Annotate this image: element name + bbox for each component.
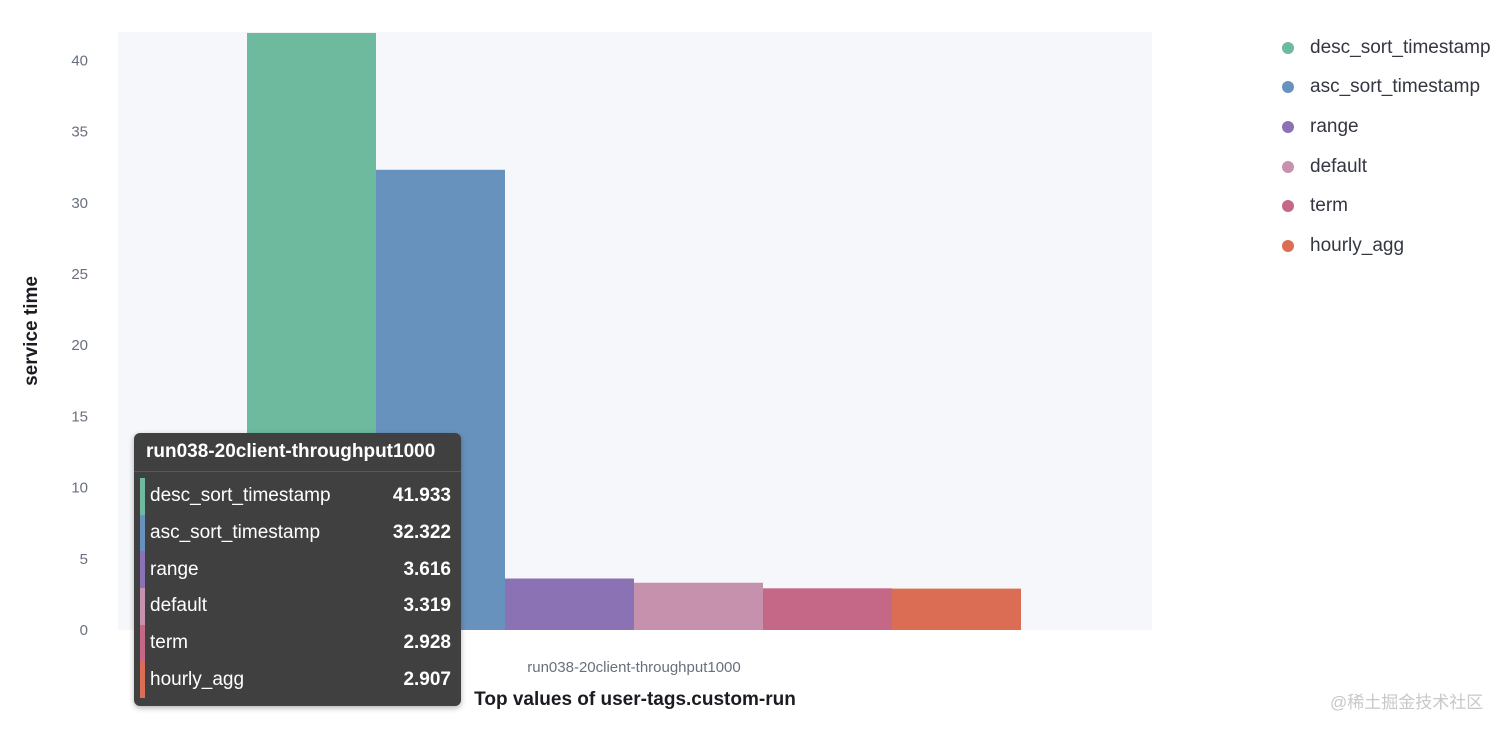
y-tick-label: 0 [80, 622, 88, 639]
tooltip: run038-20client-throughput1000 desc_sort… [134, 433, 461, 706]
tooltip-series-name: asc_sort_timestamp [150, 522, 321, 544]
tooltip-series-name: hourly_agg [150, 668, 245, 690]
tooltip-series-name: default [150, 595, 208, 617]
tooltip-row: asc_sort_timestamp 32.322 [134, 514, 461, 552]
y-tick-label: 10 [71, 480, 88, 497]
legend-item-range[interactable]: range [1278, 107, 1491, 147]
tooltip-series-value: 32.322 [392, 522, 451, 544]
tooltip-series-name: desc_sort_timestamp [150, 485, 331, 507]
tooltip-row: default 3.319 [134, 588, 461, 625]
bar-range[interactable] [505, 578, 634, 630]
legend-dot-icon [1282, 239, 1294, 252]
tooltip-swatch [140, 514, 145, 552]
legend-dot-icon [1282, 41, 1294, 54]
tooltip-swatch [140, 478, 145, 515]
tooltip-series-value: 2.928 [403, 632, 451, 654]
y-tick-label: 40 [71, 52, 88, 69]
y-tick-label: 25 [71, 266, 88, 283]
tooltip-swatch [140, 588, 145, 625]
y-tick-label: 15 [71, 408, 88, 425]
legend-item-term[interactable]: term [1278, 186, 1491, 226]
legend-item-default[interactable]: default [1278, 147, 1491, 187]
tooltip-title: run038-20client-throughput1000 [134, 433, 461, 472]
y-tick-label: 5 [80, 551, 88, 568]
legend-label: default [1310, 155, 1368, 177]
bar-term[interactable] [763, 588, 892, 630]
legend-dot-icon [1282, 120, 1294, 133]
legend-label: hourly_agg [1310, 234, 1405, 256]
tooltip-rows: desc_sort_timestamp 41.933 asc_sort_timest… [134, 472, 461, 699]
y-axis-title: service time [21, 276, 42, 386]
y-tick-label: 35 [71, 124, 88, 141]
y-tick-label: 20 [71, 337, 88, 354]
tooltip-series-value: 2.907 [403, 668, 451, 690]
legend-item-hourly_agg[interactable]: hourly_agg [1278, 226, 1491, 266]
bar-hourly_agg[interactable] [892, 588, 1021, 630]
tooltip-swatch [140, 624, 145, 662]
tooltip-row: hourly_agg 2.907 [134, 661, 461, 699]
legend-dot-icon [1282, 160, 1294, 173]
legend-label: desc_sort_timestamp [1310, 36, 1491, 58]
tooltip-series-value: 3.319 [403, 595, 451, 617]
tooltip-series-name: term [150, 632, 188, 654]
legend-dot-icon [1282, 200, 1294, 213]
y-axis-ticks: 0 5 10 15 20 25 30 35 40 [71, 52, 88, 639]
tooltip-row: desc_sort_timestamp 41.933 [134, 478, 461, 515]
legend-item-desc_sort_timestamp[interactable]: desc_sort_timestamp [1278, 28, 1491, 68]
tooltip-series-name: range [150, 558, 199, 580]
tooltip-series-value: 41.933 [392, 485, 451, 507]
tooltip-swatch [140, 661, 145, 699]
legend-item-asc_sort_timestamp[interactable]: asc_sort_timestamp [1278, 68, 1491, 108]
tooltip-series-value: 3.616 [403, 558, 451, 580]
tooltip-row: range 3.616 [134, 551, 461, 589]
watermark: @稀土掘金技术社区 [1330, 693, 1484, 712]
bar-default[interactable] [634, 582, 763, 630]
tooltip-swatch [140, 551, 145, 589]
legend-label: range [1310, 115, 1359, 137]
legend-label: asc_sort_timestamp [1310, 76, 1481, 98]
y-tick-label: 30 [71, 195, 88, 212]
legend-dot-icon [1282, 81, 1294, 94]
tooltip-row: term 2.928 [134, 624, 461, 662]
legend-label: term [1310, 195, 1348, 217]
x-axis-title: Top values of user-tags.custom-run [474, 689, 796, 710]
x-category-label: run038-20client-throughput1000 [527, 659, 741, 676]
